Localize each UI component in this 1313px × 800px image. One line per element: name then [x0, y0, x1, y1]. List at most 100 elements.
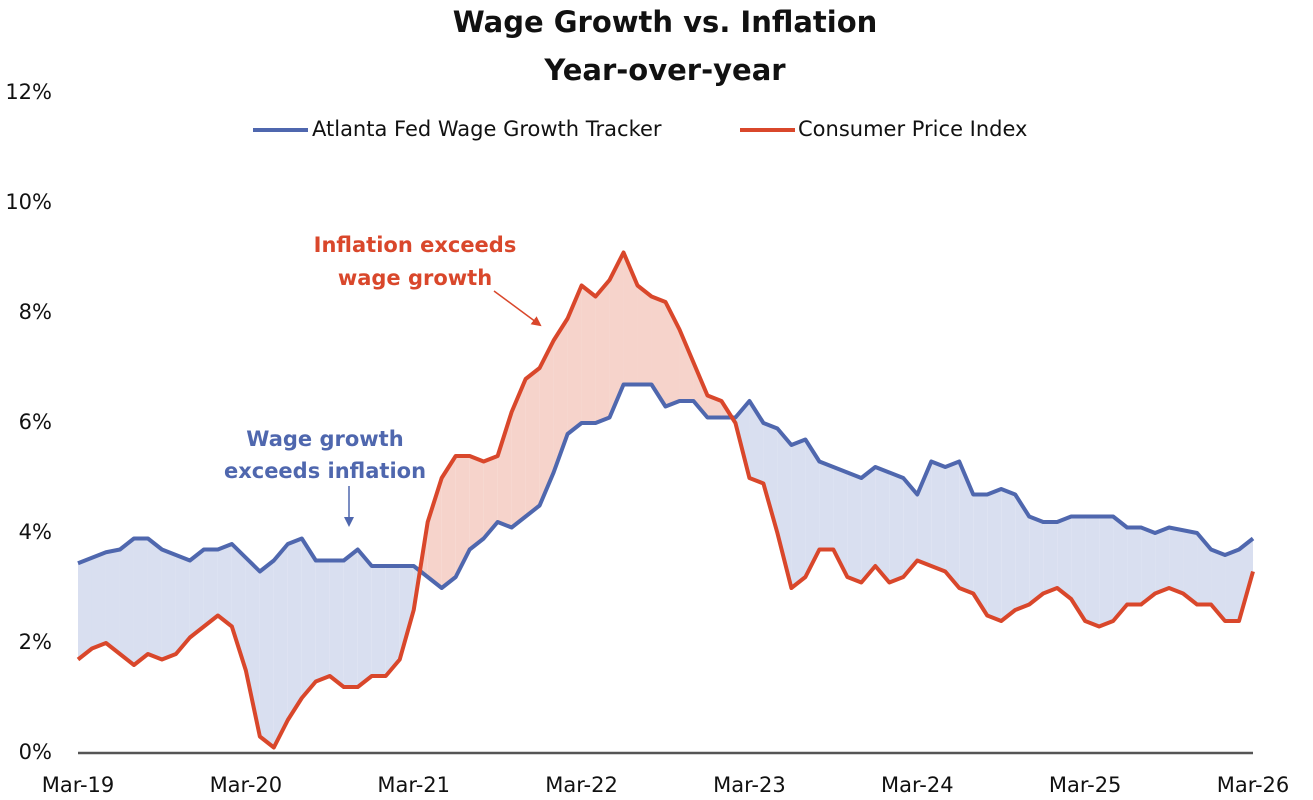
- gap-fill: [1183, 530, 1198, 605]
- gap-fill: [455, 456, 470, 577]
- gap-fill: [511, 379, 526, 528]
- gap-fill: [1001, 489, 1016, 621]
- gap-fill: [931, 461, 946, 572]
- gap-fill: [385, 566, 400, 676]
- gap-fill: [623, 252, 638, 385]
- gap-fill: [1057, 516, 1072, 599]
- legend-label: Consumer Price Index: [798, 117, 1027, 141]
- gap-fill: [959, 461, 974, 594]
- gap-fill: [189, 549, 204, 638]
- gap-fill: [567, 285, 582, 434]
- gap-fill: [1225, 549, 1240, 621]
- gap-fill: [1099, 516, 1114, 627]
- gap-fill: [483, 456, 498, 539]
- fills: [78, 252, 1253, 748]
- annotation-arrow: [493, 290, 542, 327]
- gap-fill: [273, 544, 288, 748]
- gap-fill: [301, 538, 316, 698]
- gap-fill: [1141, 527, 1156, 605]
- gap-fill: [553, 318, 568, 473]
- gap-fill: [133, 538, 148, 665]
- annotation: Wage growth: [246, 427, 403, 451]
- gap-fill: [833, 467, 848, 577]
- gap-fill: [805, 439, 820, 577]
- y-tick-label: 12%: [5, 80, 52, 104]
- series-line: [76, 250, 1255, 750]
- y-tick-label: 8%: [19, 300, 52, 324]
- gap-fill: [245, 557, 260, 737]
- gap-fill: [665, 302, 680, 407]
- annotation: Inflation exceeds: [314, 233, 517, 257]
- gap-fill: [1197, 533, 1212, 605]
- gap-fill: [357, 549, 372, 687]
- gap-fill: [441, 456, 456, 588]
- gap-fill: [119, 538, 134, 665]
- gap-fill: [343, 549, 358, 687]
- y-tick-label: 4%: [19, 520, 52, 544]
- gap-fill: [315, 560, 330, 682]
- gap-fill: [91, 552, 106, 649]
- gap-fill: [819, 461, 834, 550]
- x-tick-label: Mar-24: [881, 773, 954, 797]
- x-tick-label: Mar-23: [713, 773, 786, 797]
- gap-fill: [875, 467, 890, 583]
- gap-fill: [175, 555, 190, 654]
- gap-fill: [1127, 527, 1142, 605]
- gap-fill: [399, 566, 414, 660]
- gap-fill: [861, 467, 876, 583]
- series-line: [77, 382, 1255, 590]
- chart-subtitle: Year-over-year: [543, 53, 786, 87]
- gap-fill: [1211, 549, 1226, 621]
- y-tick-label: 0%: [19, 740, 52, 764]
- x-tick-label: Mar-26: [1217, 773, 1290, 797]
- gap-fill: [1113, 516, 1128, 621]
- gap-fill: [609, 252, 624, 418]
- gap-fill: [1085, 516, 1100, 627]
- gap-fill: [973, 494, 988, 616]
- gap-fill: [287, 538, 302, 720]
- annotation: wage growth: [338, 266, 492, 290]
- chart-title: Wage Growth vs. Inflation: [453, 5, 878, 39]
- gap-fill: [749, 401, 764, 484]
- gap-fill: [1169, 527, 1184, 594]
- gap-fill: [637, 285, 652, 385]
- gap-fill: [595, 280, 610, 423]
- gap-fill: [427, 478, 442, 588]
- gap-fill: [525, 368, 540, 517]
- x-tick-label: Mar-19: [42, 773, 115, 797]
- gap-fill: [679, 329, 694, 401]
- legend-label: Atlanta Fed Wage Growth Tracker: [312, 117, 662, 141]
- gap-fill: [105, 549, 120, 654]
- gap-fill: [847, 472, 862, 583]
- gap-fill: [147, 538, 162, 660]
- lines: [76, 250, 1255, 750]
- gap-fill: [1155, 527, 1170, 594]
- gap-fill: [763, 423, 778, 533]
- gap-fill: [1071, 516, 1086, 621]
- gap-fill: [1015, 494, 1030, 610]
- gap-fill: [651, 296, 666, 407]
- gap-fill: [987, 489, 1002, 621]
- gap-fill: [231, 544, 246, 671]
- gap-fill: [371, 566, 386, 676]
- y-tick-label: 10%: [5, 190, 52, 214]
- gap-fill: [329, 560, 344, 687]
- x-tick-label: Mar-20: [210, 773, 283, 797]
- y-tick-label: 2%: [19, 630, 52, 654]
- gap-fill: [889, 472, 904, 583]
- gap-fill: [217, 544, 232, 627]
- gap-fill: [777, 428, 792, 588]
- gap-fill: [539, 340, 554, 506]
- gap-fill: [259, 560, 274, 748]
- gap-fill: [903, 478, 918, 577]
- x-tick-label: Mar-21: [377, 773, 450, 797]
- gap-fill: [1043, 522, 1058, 594]
- gap-fill: [581, 285, 596, 423]
- gap-fill: [791, 439, 806, 588]
- annotation: exceeds inflation: [224, 459, 426, 483]
- x-tick-label: Mar-25: [1049, 773, 1122, 797]
- x-tick-label: Mar-22: [545, 773, 618, 797]
- gap-fill: [945, 461, 960, 588]
- gap-fill: [78, 557, 92, 660]
